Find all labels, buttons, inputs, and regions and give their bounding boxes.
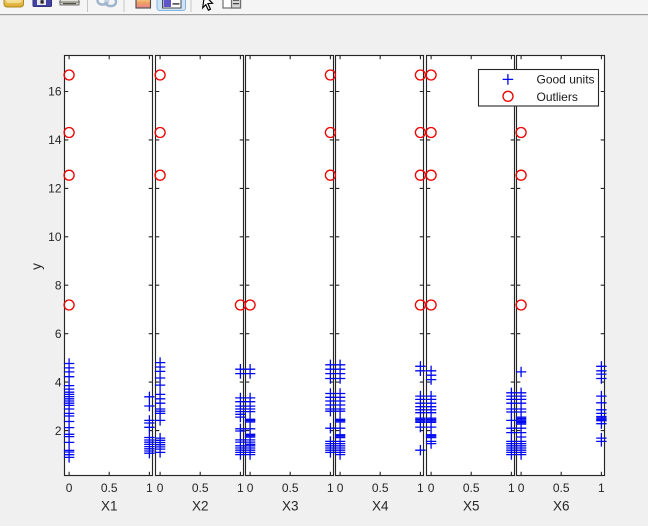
svg-text:1: 1 [417, 481, 424, 495]
svg-text:16: 16 [48, 85, 62, 99]
svg-text:0: 0 [337, 481, 344, 495]
svg-text:0: 0 [428, 481, 435, 495]
svg-text:10: 10 [48, 230, 62, 244]
svg-text:0.5: 0.5 [282, 481, 299, 495]
svg-text:6: 6 [55, 327, 62, 341]
svg-text:1: 1 [598, 481, 605, 495]
svg-text:0: 0 [66, 481, 73, 495]
svg-text:1: 1 [327, 481, 334, 495]
svg-text:14: 14 [48, 133, 62, 147]
svg-text:0.5: 0.5 [553, 481, 570, 495]
svg-text:2: 2 [55, 424, 62, 438]
svg-text:0.5: 0.5 [372, 481, 389, 495]
svg-text:X3: X3 [282, 498, 299, 513]
svg-text:1: 1 [146, 481, 153, 495]
svg-text:X2: X2 [192, 498, 209, 513]
svg-text:0: 0 [157, 481, 164, 495]
svg-text:0: 0 [518, 481, 525, 495]
svg-text:0.5: 0.5 [101, 481, 118, 495]
svg-text:X4: X4 [372, 498, 389, 513]
svg-text:0.5: 0.5 [463, 481, 480, 495]
svg-text:0: 0 [247, 481, 254, 495]
svg-text:0.5: 0.5 [192, 481, 209, 495]
svg-text:X5: X5 [463, 498, 480, 513]
svg-text:X6: X6 [553, 498, 570, 513]
svg-text:Good units: Good units [537, 72, 595, 86]
svg-text:1: 1 [508, 481, 515, 495]
svg-text:4: 4 [55, 375, 62, 389]
svg-text:12: 12 [48, 182, 62, 196]
svg-text:y: y [29, 263, 44, 270]
svg-text:X1: X1 [101, 498, 118, 513]
svg-text:Outliers: Outliers [537, 90, 578, 104]
svg-text:8: 8 [55, 278, 62, 292]
svg-text:1: 1 [237, 481, 244, 495]
